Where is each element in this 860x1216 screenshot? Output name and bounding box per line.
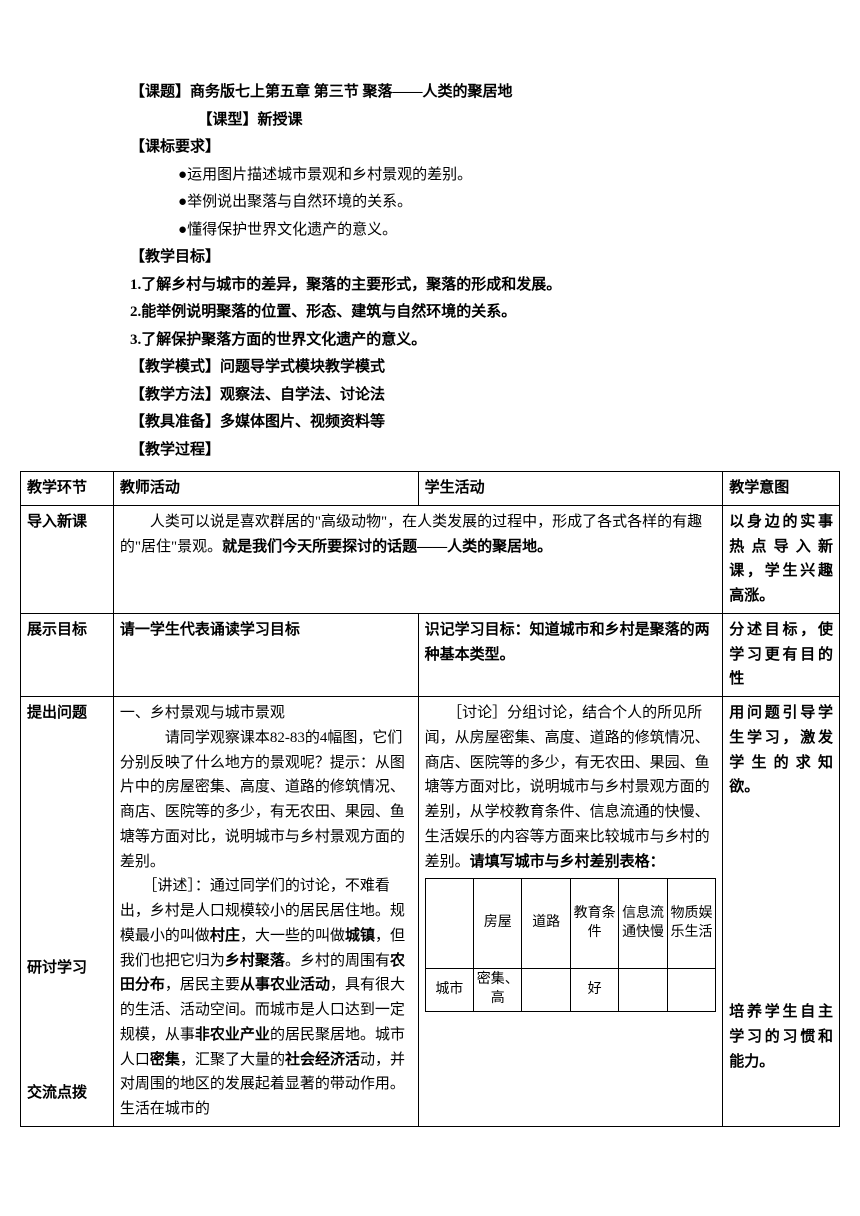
inner-cell: 道路 (522, 879, 570, 969)
teacher-activity: 人类可以说是喜欢群居的"高级动物"，在人类发展的过程中，形成了各式各样的有趣的"… (113, 505, 722, 613)
inner-cell (522, 969, 570, 1012)
standard-bullet: 懂得保护世界文化遗产的意义。 (130, 218, 740, 244)
student-activity: 识记学习目标：知道城市和乡村是聚落的两种基本类型。 (418, 613, 723, 696)
teacher-activity: 请一学生代表诵读学习目标 (113, 613, 418, 696)
intent-text: 以身边的实事热点导入新课，学生兴趣高涨。 (723, 505, 840, 613)
tools-line: 【教具准备】多媒体图片、视频资料等 (130, 410, 740, 436)
intent-text: 分述目标，使学习更有目的性 (723, 613, 840, 696)
teaching-process-table: 教学环节 教师活动 学生活动 教学意图 导入新课 人类可以说是喜欢群居的"高级动… (20, 471, 840, 1127)
table-row: 展示目标 请一学生代表诵读学习目标 识记学习目标：知道城市和乡村是聚落的两种基本… (21, 613, 840, 696)
process-heading: 【教学过程】 (130, 438, 740, 464)
goal-label: 识记学习目标： (425, 622, 530, 638)
mode-line: 【教学模式】问题导学式模块教学模式 (130, 355, 740, 381)
comparison-table: 房屋 道路 教育条件 信息流通快慢 物质娱乐生活 城市 密集、高 好 (425, 878, 717, 1012)
intro-emph: 就是我们今天所要探讨的话题——人类的聚居地。 (222, 539, 552, 555)
goal-item: 1.了解乡村与城市的差异，聚落的主要形式，聚落的形成和发展。 (130, 273, 740, 299)
discussion-text: ［讨论］分组讨论，结合个人的所见所闻，从房屋密集、高度、道路的修筑情况、商店、医… (425, 701, 717, 874)
mode-prefix: 【教学模式】 (130, 359, 220, 375)
lesson-type: 【课型】新授课 (130, 108, 740, 134)
goal-item: 3.了解保护聚落方面的世界文化遗产的意义。 (130, 328, 740, 354)
stage-label: 研讨学习 (27, 956, 107, 981)
col-header-student: 学生活动 (418, 472, 723, 506)
stage-label-multi: 提出问题 研讨学习 交流点拨 (21, 697, 114, 1127)
tools-text: 多媒体图片、视频资料等 (220, 414, 385, 430)
table-header-row: 教学环节 教师活动 学生活动 教学意图 (21, 472, 840, 506)
col-header-intent: 教学意图 (723, 472, 840, 506)
stage-label: 交流点拨 (27, 1081, 107, 1106)
lesson-header: 【课题】商务版七上第五章 第三节 聚落——人类的聚居地 【课型】新授课 【课标要… (130, 80, 740, 463)
inner-header-row: 房屋 道路 教育条件 信息流通快慢 物质娱乐生活 (425, 879, 716, 969)
method-line: 【教学方法】观察法、自学法、讨论法 (130, 383, 740, 409)
inner-cell: 好 (570, 969, 618, 1012)
standard-bullet: 举例说出聚落与自然环境的关系。 (130, 190, 740, 216)
standard-bullet: 运用图片描述城市景观和乡村景观的差别。 (130, 163, 740, 189)
stage-label: 展示目标 (21, 613, 114, 696)
title-prefix: 【课题】 (130, 84, 190, 100)
goals-heading: 【教学目标】 (130, 245, 740, 271)
inner-cell (619, 969, 667, 1012)
inner-cell: 房屋 (474, 879, 522, 969)
stage-label: 导入新课 (21, 505, 114, 613)
stage-label: 提出问题 (27, 701, 107, 726)
method-text: 观察法、自学法、讨论法 (220, 387, 385, 403)
inner-cell: 城市 (425, 969, 473, 1012)
standard-heading: 【课标要求】 (130, 135, 740, 161)
intent-b: 培养学生自主学习的习惯和能力。 (729, 1000, 833, 1074)
intent-a: 用问题引导学生学习，激发学生的求知欲。 (729, 701, 833, 800)
inner-cell: 物质娱乐生活 (667, 879, 716, 969)
lesson-type-text: 新授课 (258, 112, 303, 128)
col-header-stage: 教学环节 (21, 472, 114, 506)
table-row: 导入新课 人类可以说是喜欢群居的"高级动物"，在人类发展的过程中，形成了各式各样… (21, 505, 840, 613)
table-row: 提出问题 研讨学习 交流点拨 一、乡村景观与城市景观 请同学观察课本82-83的… (21, 697, 840, 1127)
mode-text: 问题导学式模块教学模式 (220, 359, 385, 375)
lesson-type-prefix: 【课型】 (198, 112, 258, 128)
method-prefix: 【教学方法】 (130, 387, 220, 403)
intent-text: 用问题引导学生学习，激发学生的求知欲。 培养学生自主学习的习惯和能力。 (723, 697, 840, 1127)
lesson-title: 【课题】商务版七上第五章 第三节 聚落——人类的聚居地 (130, 80, 740, 106)
inner-cell: 教育条件 (570, 879, 618, 969)
section-heading: 一、乡村景观与城市景观 (120, 701, 412, 726)
inner-cell: 密集、高 (474, 969, 522, 1012)
lecture-text: ［讲述］：通过同学们的讨论，不难看出，乡村是人口规模较小的居民居住地。规模最小的… (120, 874, 412, 1122)
inner-cell: 信息流通快慢 (619, 879, 667, 969)
inner-cell (425, 879, 473, 969)
title-text: 商务版七上第五章 第三节 聚落——人类的聚居地 (190, 84, 513, 100)
inner-data-row: 城市 密集、高 好 (425, 969, 716, 1012)
teacher-activity: 一、乡村景观与城市景观 请同学观察课本82-83的4幅图，它们分别反映了什么地方… (113, 697, 418, 1127)
inner-cell (667, 969, 716, 1012)
tools-prefix: 【教具准备】 (130, 414, 220, 430)
col-header-teacher: 教师活动 (113, 472, 418, 506)
student-activity: ［讨论］分组讨论，结合个人的所见所闻，从房屋密集、高度、道路的修筑情况、商店、医… (418, 697, 723, 1127)
observation-prompt: 请同学观察课本82-83的4幅图，它们分别反映了什么地方的景观呢？提示：从图片中… (120, 726, 412, 875)
goal-item: 2.能举例说明聚落的位置、形态、建筑与自然环境的关系。 (130, 300, 740, 326)
